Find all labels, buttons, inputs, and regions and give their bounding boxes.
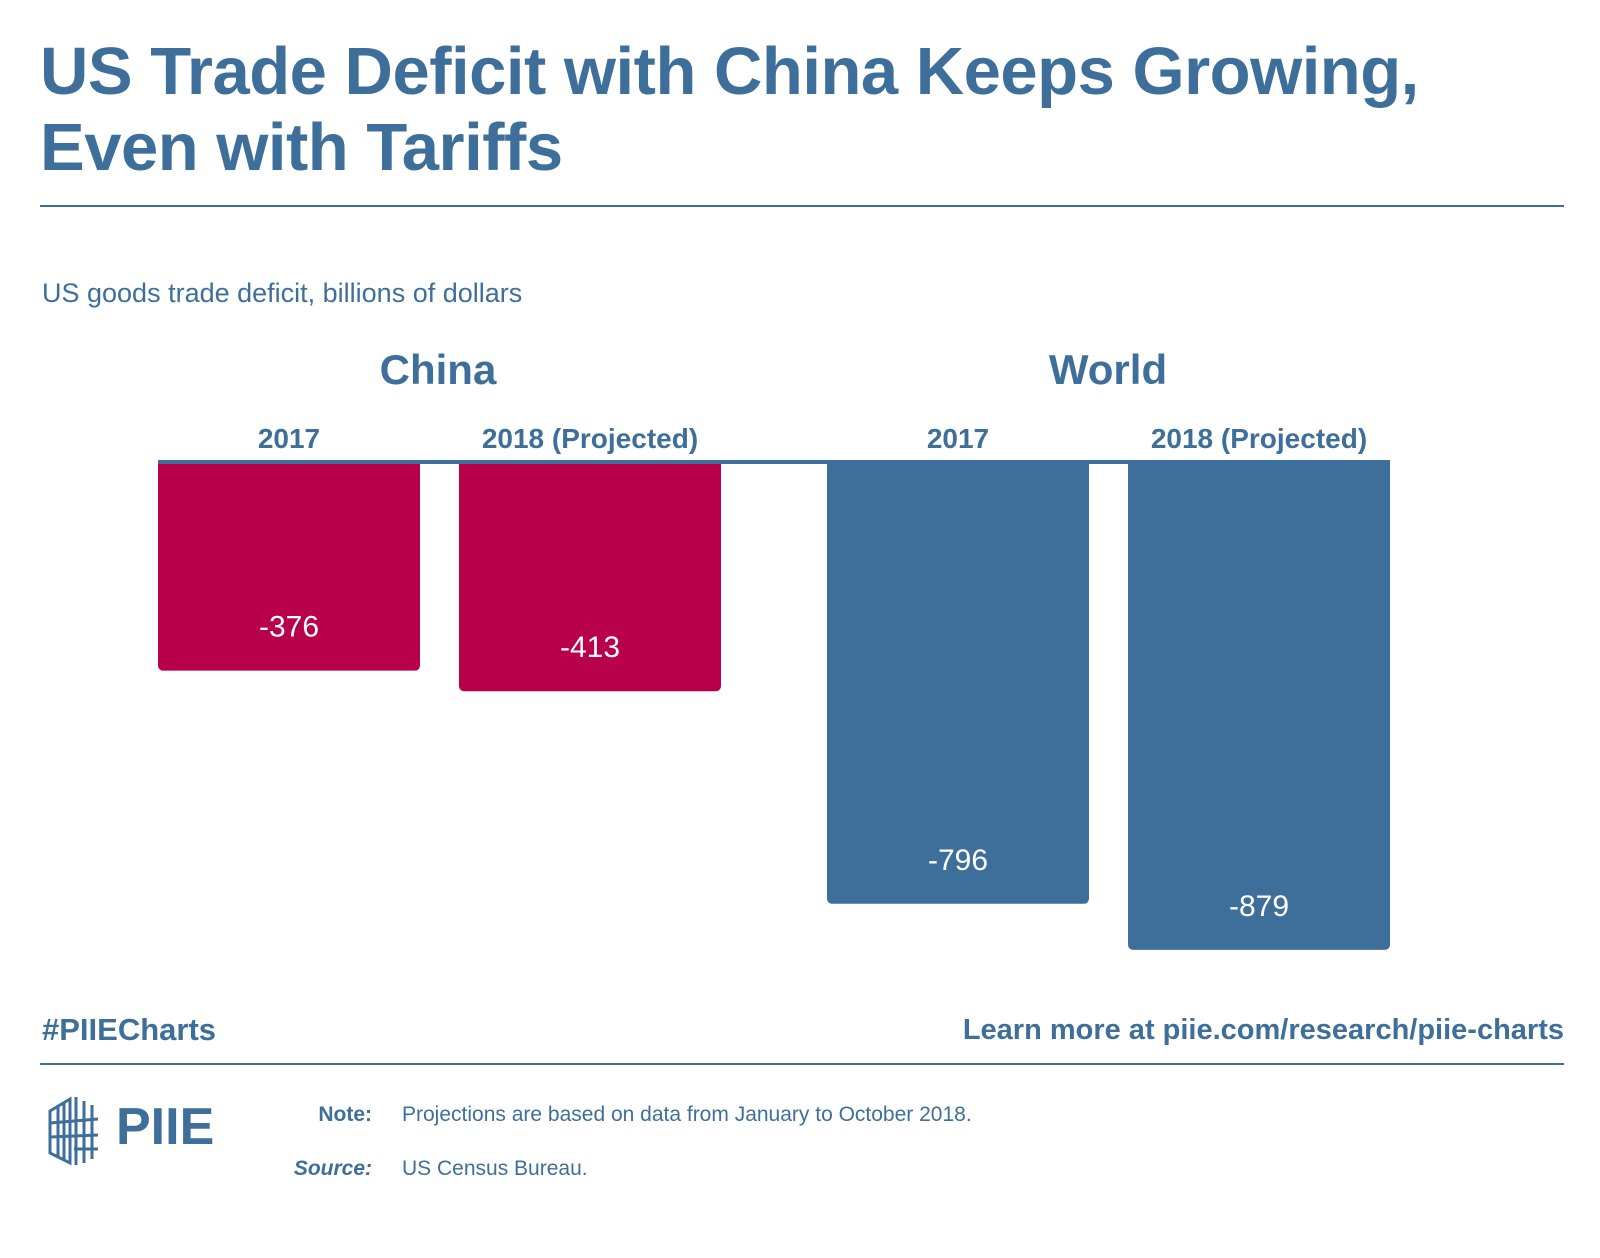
chart-subtitle: US goods trade deficit, billions of doll… bbox=[42, 278, 523, 308]
bar-top-world-1 bbox=[827, 462, 1089, 470]
category-label-china-1: 2017 bbox=[258, 423, 320, 454]
data-label-china-1: -376 bbox=[259, 611, 319, 644]
note-text: Projections are based on data from Janua… bbox=[402, 1103, 972, 1126]
bar-china-1 bbox=[158, 462, 420, 671]
category-label-world-2: 2018 (Projected) bbox=[1151, 423, 1367, 454]
chart-title: US Trade Deficit with China Keeps Growin… bbox=[40, 34, 1419, 185]
bar-china-2 bbox=[459, 462, 721, 692]
data-label-china-2: -413 bbox=[560, 631, 620, 664]
bar-world-1 bbox=[827, 462, 1089, 904]
bar-world-2 bbox=[1128, 462, 1390, 950]
piie-logo-text: PIIE bbox=[116, 1098, 215, 1156]
piie-logo: PIIE bbox=[48, 1093, 228, 1167]
bar-top-china-2 bbox=[459, 462, 721, 470]
data-label-world-1: -796 bbox=[928, 844, 988, 877]
learn-more-link[interactable]: Learn more at piie.com/research/piie-cha… bbox=[962, 1014, 1564, 1046]
title-divider bbox=[40, 205, 1564, 207]
bar-chart: China 2017 -376 2018 (Projected) -413 World 20… bbox=[158, 346, 1390, 950]
group-label-world: World bbox=[1049, 346, 1167, 393]
group-label-china: China bbox=[380, 346, 497, 393]
source-label: Source: bbox=[293, 1157, 372, 1180]
source-text: US Census Bureau. bbox=[402, 1157, 588, 1180]
note-label: Note: bbox=[318, 1103, 372, 1126]
category-label-china-2: 2018 (Projected) bbox=[482, 423, 698, 454]
bar-top-china-1 bbox=[158, 462, 420, 470]
data-label-world-2: -879 bbox=[1229, 890, 1289, 923]
piie-building-icon bbox=[48, 1096, 99, 1166]
footer-divider bbox=[40, 1063, 1564, 1065]
hashtag-label: #PIIECharts bbox=[42, 1012, 217, 1047]
category-label-world-1: 2017 bbox=[927, 423, 989, 454]
bar-top-world-2 bbox=[1128, 462, 1390, 470]
